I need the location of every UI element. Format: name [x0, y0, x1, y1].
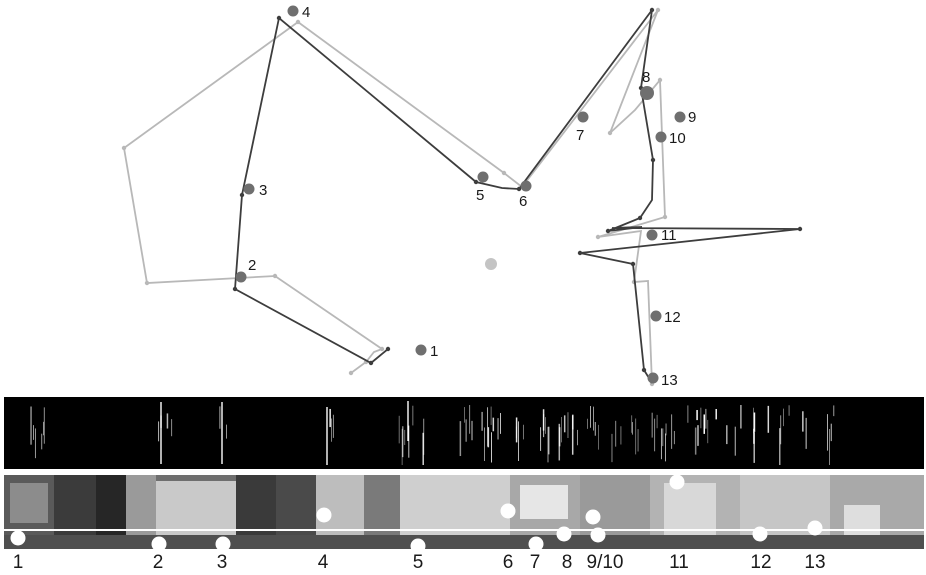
panorama-marker — [316, 507, 332, 523]
panorama-label: 7 — [529, 552, 541, 573]
landmark-dot — [646, 229, 658, 241]
panorama-label: 5 — [412, 552, 424, 573]
landmark-dot — [520, 180, 532, 192]
landmark-label: 6 — [519, 193, 527, 210]
map-center-marker — [485, 258, 497, 270]
ground-truth-path — [234, 9, 801, 384]
panorama-marker — [215, 536, 231, 549]
landmark-13: 13 — [647, 372, 678, 389]
landmark-label: 10 — [669, 130, 686, 147]
landmark-label: 13 — [661, 372, 678, 389]
panorama-marker — [500, 503, 516, 519]
landmark-10: 10 — [655, 130, 686, 147]
panorama-marker — [752, 526, 768, 542]
landmark-label: 4 — [302, 4, 310, 21]
panorama-label: 6 — [502, 552, 514, 573]
landmark-12: 12 — [650, 309, 681, 326]
panorama-label: 2 — [152, 552, 164, 573]
landmark-8: 8 — [640, 69, 654, 100]
panorama-label: 13 — [804, 552, 826, 573]
landmark-9: 9 — [674, 109, 696, 126]
landmark-dot — [287, 5, 299, 17]
landmark-11: 11 — [646, 227, 677, 244]
panorama-marker — [807, 520, 823, 536]
panorama-marker — [669, 475, 685, 490]
panorama-marker — [556, 526, 572, 542]
panorama-label: 8 — [561, 552, 573, 573]
panorama-label: 4 — [317, 552, 329, 573]
landmark-7: 7 — [576, 111, 589, 144]
panorama-marker — [590, 527, 606, 543]
landmark-dot — [235, 271, 247, 283]
landmark-5: 5 — [476, 171, 489, 204]
estimated-path — [123, 9, 666, 385]
landmark-dot — [477, 171, 489, 183]
landmark-dot — [650, 310, 662, 322]
landmark-label: 3 — [259, 182, 267, 199]
landmark-dot — [647, 372, 659, 384]
panorama-label: 1 — [12, 552, 24, 573]
panorama-label: 9/10 — [586, 552, 624, 573]
landmark-label: 1 — [430, 343, 438, 360]
panorama-marker — [585, 509, 601, 525]
landmark-label: 5 — [476, 187, 484, 204]
landmark-dot — [415, 344, 427, 356]
landmark-dot — [243, 183, 255, 195]
panorama-marker — [151, 536, 167, 549]
landmark-label: 2 — [248, 257, 256, 274]
landmark-2: 2 — [235, 257, 256, 283]
panorama-marker — [528, 536, 544, 549]
landmark-dot — [577, 111, 589, 123]
ground-truth-path-vertices — [232, 7, 803, 373]
panorama-label: 3 — [216, 552, 228, 573]
landmark-4: 4 — [287, 4, 310, 21]
landmark-1: 1 — [415, 343, 438, 360]
edge-feature-strip — [4, 397, 924, 469]
landmark-label: 7 — [576, 127, 584, 144]
landmark-label: 12 — [664, 309, 681, 326]
landmark-label: 9 — [688, 109, 696, 126]
landmark-dot — [674, 111, 686, 123]
estimated-path-vertices — [121, 7, 668, 387]
landmark-label: 11 — [661, 227, 677, 244]
landmark-dot — [640, 86, 654, 100]
panorama-marker — [10, 530, 26, 546]
panorama-marker — [410, 538, 426, 549]
landmark-6: 6 — [519, 180, 532, 210]
landmark-dot — [655, 131, 667, 143]
panorama-image — [4, 475, 924, 549]
landmark-label: 8 — [642, 69, 650, 86]
landmark-3: 3 — [243, 182, 267, 199]
panorama-label: 12 — [750, 552, 772, 573]
panorama-label: 11 — [669, 552, 689, 573]
